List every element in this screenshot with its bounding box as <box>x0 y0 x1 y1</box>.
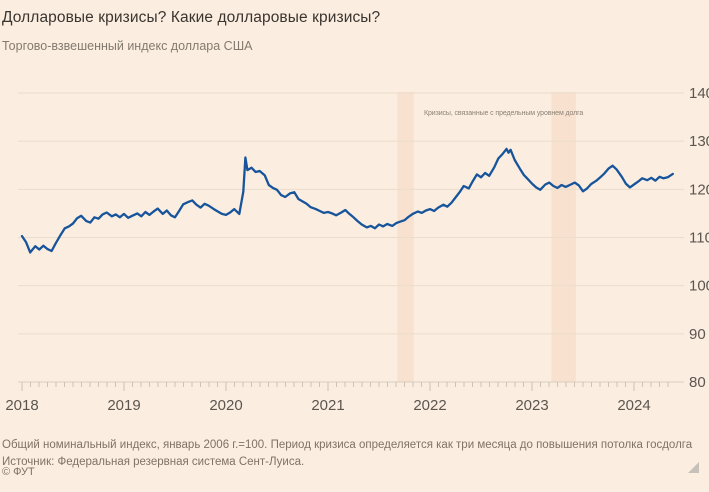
copyright-label: © ФУТ <box>2 466 35 478</box>
y-axis-tick-label: 110 <box>689 230 709 247</box>
x-axis-tick-label: 2020 <box>209 397 242 414</box>
chart-subtitle: Торгово-взвешенный индекс доллара США <box>2 39 253 53</box>
x-axis-tick-label: 2018 <box>5 397 38 414</box>
x-axis-tick-label: 2023 <box>515 397 548 414</box>
y-axis-tick-label: 90 <box>689 326 706 343</box>
chart-title: Долларовые кризисы? Какие долларовые кри… <box>2 9 381 26</box>
y-axis-tick-label: 100 <box>689 278 709 295</box>
source-note: Общий номинальный индекс, январь 2006 г.… <box>2 439 693 468</box>
x-axis-tick-label: 2019 <box>107 397 140 414</box>
x-axis-tick-label: 2024 <box>617 397 650 414</box>
y-axis-tick-label: 130 <box>689 133 709 150</box>
resize-handle-icon[interactable] <box>688 462 699 473</box>
y-axis-tick-label: 140 <box>689 85 709 102</box>
x-axis-tick-label: 2022 <box>413 397 446 414</box>
y-axis-tick-label: 120 <box>689 181 709 198</box>
x-axis-tick-label: 2021 <box>311 397 344 414</box>
y-axis-tick-label: 80 <box>689 374 706 391</box>
crisis-band-annotation: Кризисы, связанные с предельным уровнем … <box>424 110 584 117</box>
dollar-index-series-line <box>20 147 674 254</box>
